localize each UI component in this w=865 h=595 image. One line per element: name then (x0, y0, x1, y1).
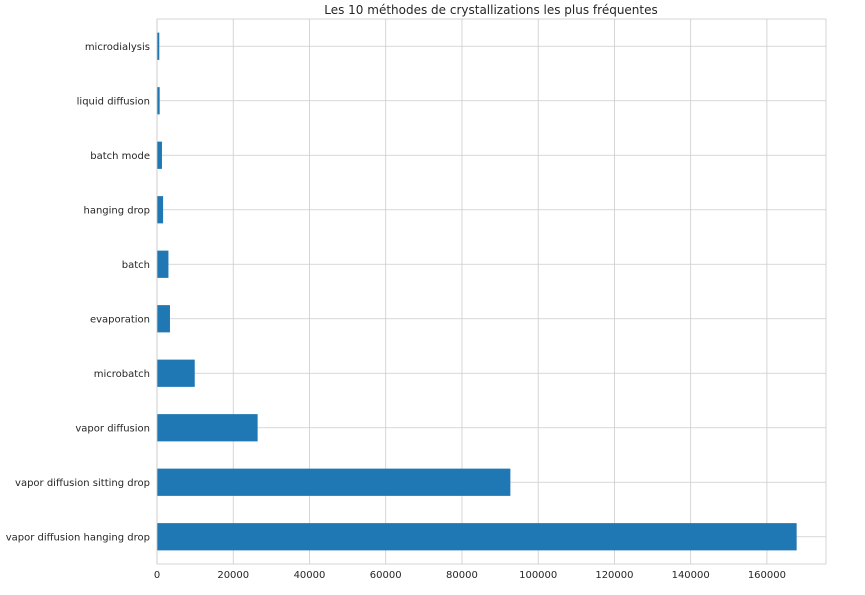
x-tick-label: 60000 (370, 570, 402, 581)
x-tick-label: 20000 (217, 570, 249, 581)
bar (157, 359, 195, 387)
x-tick-label: 140000 (672, 570, 710, 581)
y-tick-label: vapor diffusion (75, 423, 150, 434)
bar (157, 196, 164, 224)
bar (157, 87, 160, 115)
y-tick-label: liquid diffusion (77, 96, 150, 107)
x-tick-label: 160000 (748, 570, 786, 581)
bar (157, 141, 162, 169)
y-tick-labels: vapor diffusion hanging drop vapor diffus… (6, 42, 150, 544)
x-tick-label: 40000 (294, 570, 326, 581)
y-tick-label: batch (122, 260, 150, 271)
x-tick-label: 80000 (446, 570, 478, 581)
y-tick-label: vapor diffusion hanging drop (6, 532, 150, 543)
x-tick-label: 100000 (519, 570, 557, 581)
y-tick-label: batch mode (90, 151, 150, 162)
chart-title: Les 10 méthodes de crystallizations les … (324, 3, 658, 17)
plot-frame (156, 18, 827, 565)
bar (157, 414, 258, 442)
bar-layer (157, 32, 797, 551)
y-tick-label: microbatch (94, 369, 150, 380)
x-tick-label: 120000 (595, 570, 633, 581)
bar (157, 468, 511, 496)
x-tick-label: 0 (154, 570, 160, 581)
bar (157, 250, 169, 278)
x-tick-labels: 0 20000 40000 60000 80000 100000 120000 140000 1… (154, 570, 786, 581)
y-tick-label: microdialysis (85, 42, 150, 53)
y-tick-label: evaporation (90, 314, 150, 325)
bar (157, 305, 170, 333)
bar (157, 32, 160, 60)
y-tick-label: hanging drop (84, 205, 151, 216)
y-tick-label: vapor diffusion sitting drop (15, 478, 150, 489)
bar (157, 523, 797, 551)
